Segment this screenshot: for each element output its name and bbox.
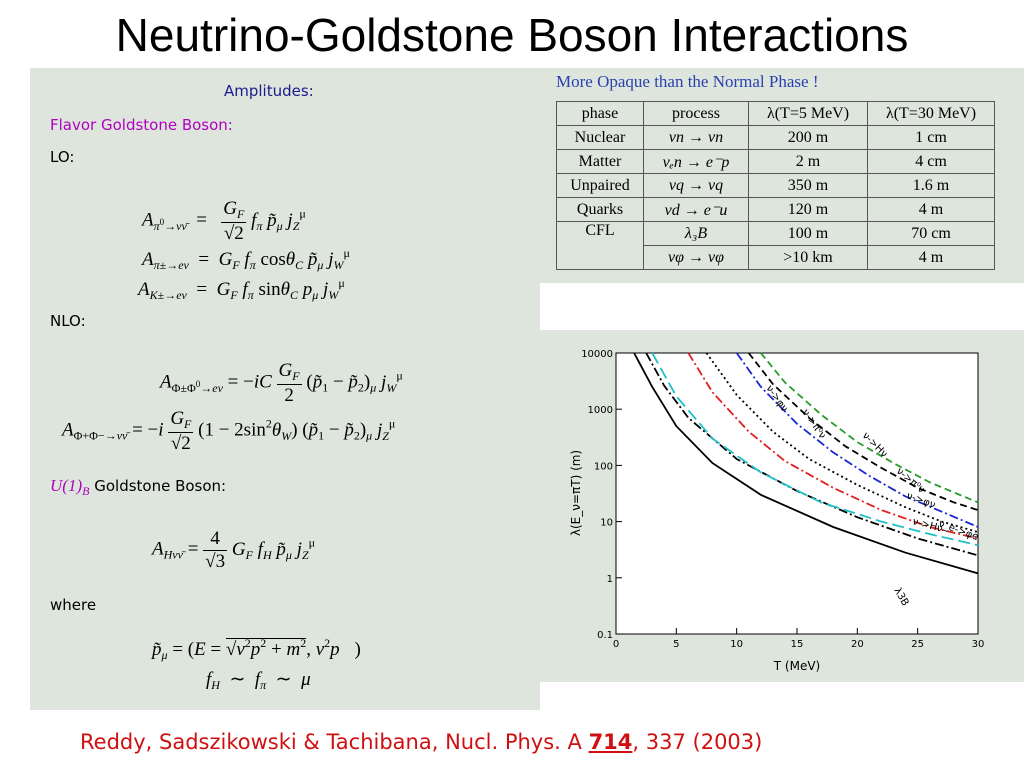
equation-pi0: Aπ0→νν̄ = GF √2 fπ p̃μ jZμ [142,198,306,244]
table-row: νφ → νφ >10 km 4 m [556,245,995,270]
table-cell: 120 m [748,197,868,222]
x-tick-label: 10 [730,639,743,650]
equation-pi-pm: Aπ±→eν = GF fπ cosθC p̃μ jWμ [142,246,350,272]
x-tick-label: 15 [791,639,804,650]
y-tick-label: 10000 [581,349,613,360]
x-axis-label: T (MeV) [773,659,820,673]
y-axis-label: λ(E_ν=πT) (m) [569,450,583,536]
x-tick-label: 25 [911,639,924,650]
table-row: Unpaired νq → νq 350 m 1.6 m [556,173,995,198]
lo-label: LO: [50,148,75,166]
equation-momentum: p̃μ = (E = √v2p2 + m2, v2p⃗) [152,636,361,662]
table-cell: νq → νq [643,173,749,198]
table-caption: More Opaque than the Normal Phase ! [556,72,819,91]
y-tick-label: 1000 [588,405,613,416]
table-cell: >10 km [748,245,868,270]
table-row: Nuclear νn → νn 200 m 1 cm [556,125,995,150]
x-tick-label: 0 [613,639,619,650]
y-tick-label: 100 [594,461,613,472]
table-cell: CFL [556,221,644,246]
citation-volume: 714 [588,730,633,754]
table-cell: νd → e⁻u [643,197,749,222]
series-line-4 [705,352,979,533]
table-cell: νφ → νφ [643,245,749,270]
y-tick-label: 0.1 [597,630,613,641]
table-header: λ(T=5 MeV) [748,101,868,126]
table-cell: νₑn → e⁻p [643,149,749,174]
series-line-7 [760,352,979,504]
table-cell: 1.6 m [867,173,995,198]
equation-nlo-charged: AΦ±Φ0→eν = −iC GF 2 (p̃1 − p̃2)μ jWμ [160,360,403,406]
mean-free-path-table: phase process λ(T=5 MeV) λ(T=30 MeV) Nuc… [556,101,995,270]
table-cell: Matter [556,149,644,174]
series-line-6 [747,352,979,511]
citation: Reddy, Sadszikowski & Tachibana, Nucl. P… [80,730,762,754]
table-cell: 350 m [748,173,868,198]
x-tick-label: 20 [851,639,864,650]
table-cell [556,245,644,270]
equation-nlo-neutral: AΦ+Φ−→νν̄ = −i GF √2 (1 − 2sin2θW) (p̃1 −… [62,408,396,454]
table-header: process [643,101,749,126]
table-cell: 2 m [748,149,868,174]
table-cell: 100 m [748,221,868,246]
table-cell: 1 cm [867,125,995,150]
citation-suffix: , 337 (2003) [632,730,763,754]
table-cell: 4 cm [867,149,995,174]
equation-fh: fH ∼ fπ ∼ μ [206,669,311,692]
slide-title: Neutrino-Goldstone Boson Interactions [115,9,909,61]
series-line-5 [735,352,979,528]
table-header: λ(T=30 MeV) [867,101,995,126]
series-line-0 [633,352,979,575]
table-cell: νn → νn [643,125,749,150]
table-cell: 4 m [867,197,995,222]
amplitudes-panel [30,68,540,710]
table-header-row: phase process λ(T=5 MeV) λ(T=30 MeV) [556,101,995,126]
u1-heading-math: U(1) [50,476,83,495]
table-cell: 4 m [867,245,995,270]
x-tick-label: 30 [972,639,985,650]
table-cell: λ₃B [643,221,749,246]
citation-prefix: Reddy, Sadszikowski & Tachibana, Nucl. P… [80,730,589,754]
amplitudes-heading: Amplitudes: [224,82,314,100]
table-cell: Unpaired [556,173,644,198]
series-line-3 [687,352,979,540]
y-tick-label: 10 [600,518,613,529]
u1-heading-text: Goldstone Boson: [89,477,227,495]
table-header: phase [556,101,644,126]
equation-k-pm: AK±→eν = GF fπ sinθC pμ jWμ [138,276,345,302]
nlo-label: NLO: [50,312,86,330]
series-line-2 [651,352,979,547]
equation-higgs: AHνν̄ = 4 √3 GF fH p̃μ jZμ [152,528,316,572]
table-cell: Quarks [556,197,644,222]
x-tick-label: 5 [673,639,679,650]
table-row: CFL λ₃B 100 m 70 cm [556,221,995,246]
where-label: where [50,596,97,614]
flavor-heading: Flavor Goldstone Boson: [50,116,233,134]
table-cell: 70 cm [867,221,995,246]
table-cell: 200 m [748,125,868,150]
y-tick-label: 1 [607,574,613,585]
u1-heading: U(1)B Goldstone Boson: [50,476,226,499]
plot-area [615,352,979,635]
u1-heading-sub: B [82,484,90,498]
table-row: Quarks νd → e⁻u 120 m 4 m [556,197,995,222]
table-cell: Nuclear [556,125,644,150]
table-row: Matter νₑn → e⁻p 2 m 4 cm [556,149,995,174]
